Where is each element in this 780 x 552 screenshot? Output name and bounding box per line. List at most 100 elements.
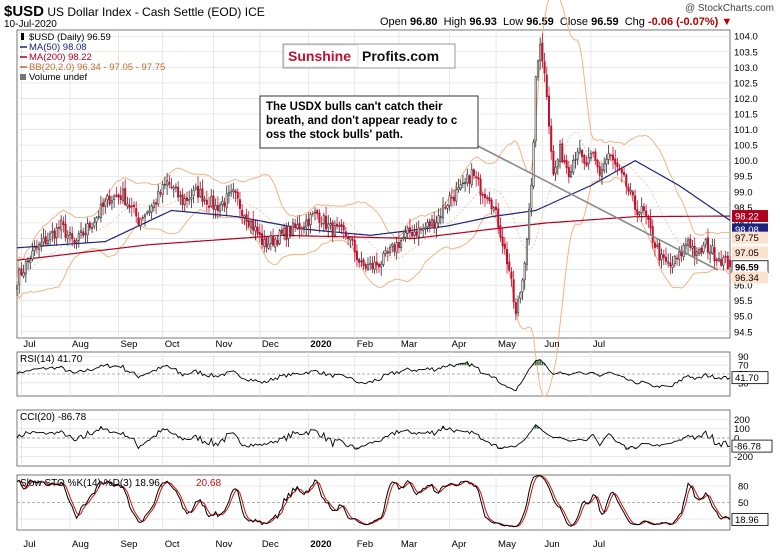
price-label-box bbox=[732, 231, 768, 244]
candle-body bbox=[227, 192, 230, 196]
candle-body bbox=[384, 250, 387, 254]
sto-tick-label: 50 bbox=[738, 498, 749, 509]
candle-body bbox=[453, 196, 456, 202]
candle-body bbox=[728, 259, 732, 268]
candle-body bbox=[704, 239, 707, 245]
candle-body bbox=[51, 231, 54, 233]
candle-body bbox=[678, 251, 681, 260]
candle-body bbox=[33, 247, 36, 251]
candle-body bbox=[80, 230, 83, 233]
candle-body bbox=[572, 160, 575, 173]
candle-body bbox=[258, 232, 261, 236]
y-tick-label: 101.0 bbox=[734, 125, 758, 136]
candle-body bbox=[115, 194, 118, 197]
open-value: 96.80 bbox=[409, 16, 438, 28]
candle-body bbox=[95, 217, 98, 223]
candle-body bbox=[55, 227, 58, 238]
symbol-name: US Dollar Index - Cash Settle (EOD) ICE bbox=[47, 5, 265, 19]
candle-body bbox=[338, 225, 341, 227]
candle-body bbox=[570, 171, 573, 177]
candle-body bbox=[563, 159, 566, 163]
panel-frame-main bbox=[16, 29, 731, 339]
candle-body bbox=[472, 169, 475, 176]
candle-body bbox=[256, 226, 259, 235]
candle-body bbox=[208, 205, 211, 208]
annotation-box bbox=[259, 95, 479, 149]
candle-body bbox=[252, 219, 255, 231]
down-arrow-icon: ▼ bbox=[721, 16, 733, 28]
x-tick-label-bottom: Nov bbox=[215, 539, 232, 550]
candle-body bbox=[214, 205, 217, 210]
ma200-line bbox=[16, 215, 731, 261]
candle-body bbox=[24, 261, 27, 275]
candle-body bbox=[75, 240, 78, 243]
candle-body bbox=[620, 168, 623, 174]
high-value: 96.93 bbox=[469, 16, 497, 28]
candle-body bbox=[470, 169, 473, 186]
candle-body bbox=[353, 239, 356, 253]
logo-sunshine: Sunshine bbox=[288, 48, 351, 64]
candle-body bbox=[71, 233, 74, 240]
candle-body bbox=[124, 188, 127, 205]
candle-body bbox=[285, 226, 288, 241]
candle-body bbox=[358, 259, 361, 263]
candle-body bbox=[647, 215, 650, 220]
candle-body bbox=[205, 199, 208, 205]
cci-value-box bbox=[731, 439, 773, 453]
candle-body bbox=[88, 222, 91, 229]
y-tick-label: 100.0 bbox=[734, 156, 758, 167]
candle-body bbox=[380, 263, 383, 268]
candle-body bbox=[128, 204, 131, 209]
legend-entry: $USD (Daily) 96.59 bbox=[29, 32, 111, 43]
sto-d-line bbox=[16, 475, 731, 527]
candle-body bbox=[106, 195, 109, 201]
candle-body bbox=[340, 223, 343, 227]
candle-body bbox=[132, 204, 136, 208]
candle-body bbox=[64, 224, 67, 238]
x-tick-label-bottom: May bbox=[498, 539, 516, 550]
candle-body bbox=[475, 176, 478, 179]
candle-body bbox=[598, 166, 601, 176]
candle-body bbox=[625, 174, 628, 187]
candle-body bbox=[188, 199, 191, 202]
candle-body bbox=[415, 231, 418, 236]
legend-entry: BB(20,2.0) 96.34 - 97.05 - 97.75 bbox=[29, 62, 165, 73]
candle-body bbox=[720, 259, 723, 266]
candle-body bbox=[333, 225, 336, 237]
annotation-text: breath, and don't appear ready to c bbox=[266, 115, 458, 127]
candle-body bbox=[561, 143, 564, 163]
candle-body bbox=[230, 190, 233, 194]
candle-body bbox=[305, 220, 308, 228]
candle-body bbox=[417, 227, 420, 237]
candle-body bbox=[667, 261, 670, 264]
candle-body bbox=[27, 260, 30, 263]
candle-body bbox=[490, 199, 493, 210]
candle-body bbox=[492, 207, 495, 211]
candle-body bbox=[192, 190, 195, 196]
legend-swatch bbox=[21, 33, 24, 40]
x-tick-label-bottom: Apr bbox=[452, 539, 467, 550]
candle-body bbox=[673, 256, 676, 264]
y-tick-label: 102.5 bbox=[734, 78, 758, 89]
close-value: 96.59 bbox=[591, 16, 619, 28]
candle-body bbox=[263, 239, 266, 247]
ohlc-readout: Open 96.80 High 96.93 Low 96.59 Close 96… bbox=[380, 16, 732, 28]
candle-body bbox=[658, 243, 661, 261]
candle-body bbox=[457, 186, 460, 190]
sto-value-box bbox=[731, 513, 769, 526]
y-tick-label: 102.0 bbox=[734, 94, 758, 105]
rsi-tick-label: 70 bbox=[738, 361, 749, 372]
price-label-box bbox=[732, 210, 768, 223]
candle-body bbox=[587, 156, 590, 164]
close-label: Close bbox=[559, 16, 589, 28]
logo-part1-box bbox=[283, 44, 359, 68]
chart-date: 10-Jul-2020 bbox=[4, 19, 57, 30]
candle-body bbox=[550, 125, 553, 152]
candle-body bbox=[245, 214, 248, 223]
y-tick-label: 95.0 bbox=[734, 312, 753, 323]
y-tick-label: 100.5 bbox=[734, 141, 758, 152]
candle-body bbox=[225, 193, 228, 209]
candle-body bbox=[300, 227, 303, 229]
candle-body bbox=[296, 224, 299, 229]
candle-body bbox=[168, 181, 171, 186]
